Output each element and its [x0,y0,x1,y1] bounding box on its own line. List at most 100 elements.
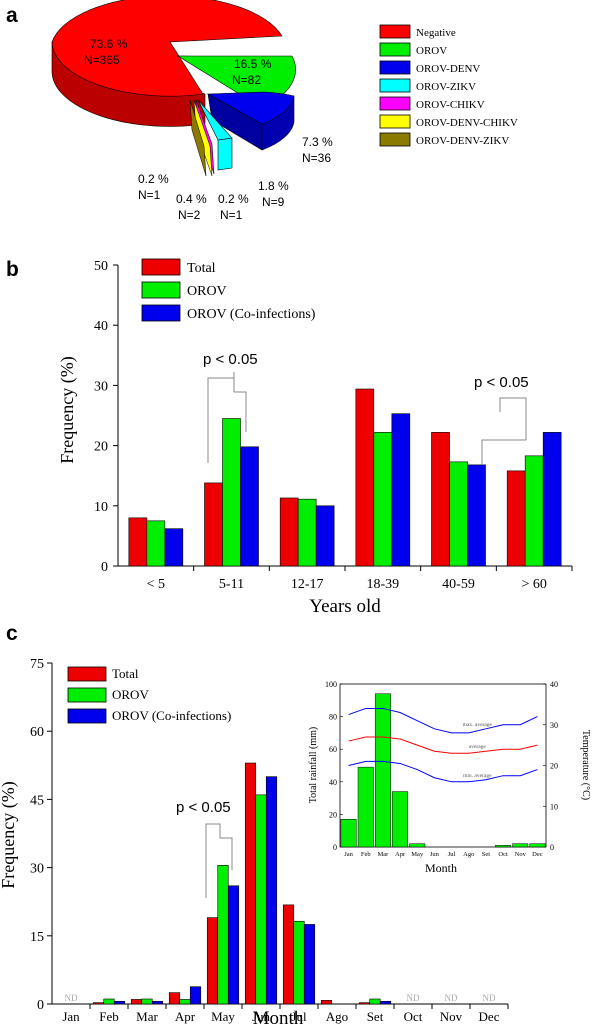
b-bar [315,505,335,567]
c-y-tick-label: 15 [30,930,44,945]
c-bars [92,762,392,1005]
b-y-tick-label: 50 [94,259,108,274]
c-y-axis-label: Frequency (%) [0,781,19,888]
b-y-axis-label: Frequency (%) [57,356,78,463]
legend-label-orov-denv-chikv: OROV-DENV-CHIKV [416,117,518,129]
pie-label-orov-denv-zikv-n: N=2 [178,208,201,222]
legend-swatch-orov-chikv [379,96,411,111]
c-y-tick-label: 30 [30,862,44,877]
c-y-tick-label: 60 [30,725,44,740]
b-legend-label-orov: OROV [187,284,227,299]
inset-right-tick-label: 10 [550,802,558,811]
inset-x-ticks: Jan Feb Mar Apr May Jun Jul Ago Set Oct Nov Dec [344,851,543,858]
legend-swatch-orov-denv-zikv [379,132,411,147]
c-nd-label: ND [483,993,496,1003]
pie-label-orov-denv-n: N=36 [302,151,331,165]
c-y-tick-label: 0 [37,998,44,1013]
c-bar [179,999,191,1005]
pie-label-orov-denv-chikv-n: N=1 [138,188,161,202]
c-x-axis-label: Month [253,1008,304,1027]
inset-right-tick-label: 0 [550,843,554,852]
inset-rainfall-bar [392,791,409,848]
c-bar [379,1000,392,1005]
inset-x-tick-label: Nov [515,851,527,858]
pie-label-orov-denv-zikv-pct: 0.4 % [176,192,207,206]
b-bar [146,520,166,567]
pie-label-orov-denv-chikv-pct: 0.2 % [138,172,169,186]
c-x-tick-label: Jul [291,1009,307,1024]
c-x-tick-label: Dec [479,1009,500,1024]
c-bar [369,998,381,1005]
c-nd-labels: ND ND ND ND [65,993,496,1003]
c-legend-swatch-total [67,666,107,682]
inset-line-label: min. average [463,773,492,779]
c-bar [227,885,240,1005]
pie-label-orov-chikv-n: N=1 [220,208,243,222]
b-y-tick-label: 20 [94,440,108,455]
b-y-tick-label: 0 [101,560,108,575]
inset-temperature-lines: max. average average min. average [348,707,538,783]
b-bar [449,461,468,567]
inset-right-ticks: 0 10 20 30 40 [543,680,558,852]
c-bar [130,999,143,1005]
inset-x-tick-label: Apr [395,851,406,858]
legend-label-orov-denv: OROV-DENV [416,63,480,75]
c-bar [103,998,115,1005]
c-x-tick-label: Jan [62,1009,80,1024]
pie-slice-orov-denv [206,91,295,125]
b-bar [542,432,562,567]
b-bar [373,432,393,567]
b-bar [524,455,544,567]
c-legend-label-total: Total [112,666,139,681]
inset-rainfall-bar [495,845,512,848]
inset-x-tick-label: Mar [377,851,389,858]
pie-chart: 73.6 % N=365 16.5 % N=82 7.3 % N=36 1.8 … [51,0,333,222]
b-y-tick-label: 10 [94,500,108,515]
c-x-tick-label: Jun [252,1009,271,1024]
climate-inset-chart: 0 20 40 60 80 100 0 10 20 30 40 Jan Feb Mar Apr May Ju… [308,680,591,875]
inset-left-tick-label: 20 [329,810,337,819]
legend-label-negative: Negative [416,27,456,39]
b-bar [431,432,450,567]
c-legend-label-coinf: OROV (Co-infections) [112,708,231,723]
inset-left-ticks: 0 20 40 60 80 100 [325,680,343,852]
inset-right-axis-label: Temperature (°C) [580,730,591,800]
b-x-tick-label: 40-59 [442,577,475,592]
pie-label-orov-zikv-pct: 1.8 % [258,179,289,193]
legend-label-orov-zikv: OROV-ZIKV [416,81,476,93]
inset-left-tick-label: 60 [329,745,337,754]
c-nd-label: ND [407,993,420,1003]
c-bar [244,762,257,1005]
c-nd-label: ND [65,993,78,1003]
inset-right-tick-label: 40 [550,680,558,689]
pie-slice-orov-denv-zikv [189,99,207,177]
b-legend-swatch-orov [141,281,181,299]
inset-left-axis-label: Total rainfall (mm) [308,727,319,804]
inset-x-axis-label: Month [425,861,457,875]
b-bracket-5-11-inner [234,391,247,432]
c-x-tick-label: Nov [440,1009,463,1024]
c-x-tick-label: Mar [136,1009,158,1024]
b-x-tick-label: 18-39 [366,577,399,592]
b-bar [128,517,148,567]
c-bar [189,986,202,1005]
inset-frame [339,683,547,848]
b-bar [506,470,526,567]
inset-x-tick-label: Set [482,851,491,858]
c-bar [282,904,295,1005]
c-x-tick-label: Apr [175,1009,196,1024]
b-legend-label-total: Total [187,261,216,276]
inset-left-tick-label: 80 [329,713,337,722]
inset-x-tick-label: Feb [361,851,371,858]
age-frequency-chart: 0 10 20 30 40 50 < 5 5-11 12-17 18-39 40-59 > 60 F… [57,258,573,617]
inset-x-tick-label: May [411,851,424,858]
inset-left-tick-label: 40 [329,778,337,787]
b-legend-swatch-total [141,258,181,276]
c-bracket-may [205,823,233,898]
c-x-ticks: Jan Feb Mar Apr May Jun Jul Ago Set Oct Nov Dec [62,1004,509,1024]
b-bar [467,464,486,567]
b-bar [240,446,259,567]
c-bar [265,776,278,1005]
inset-left-tick-label: 100 [325,680,337,689]
inset-temperature-line [348,707,538,734]
